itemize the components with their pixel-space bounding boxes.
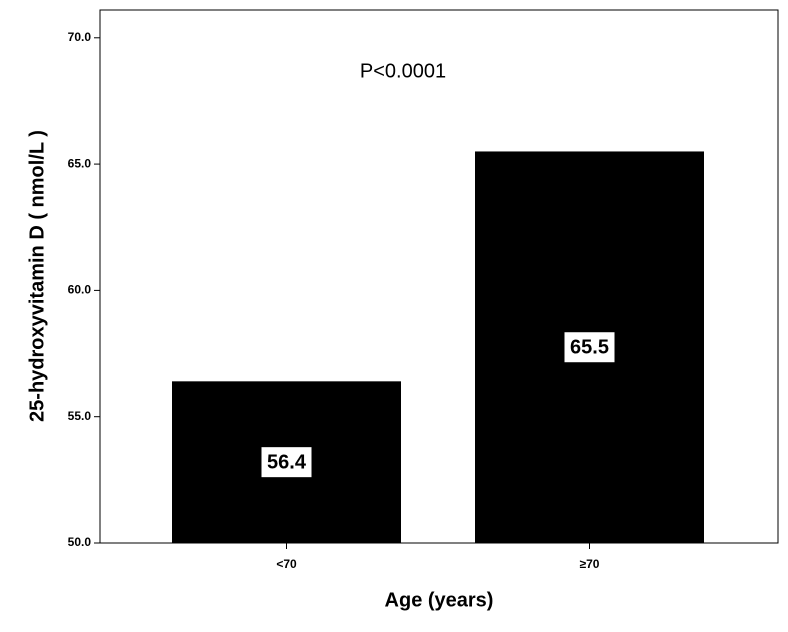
x-tick-label: ≥70 [580, 557, 600, 571]
value-label-box [564, 332, 615, 363]
x-tick-label: <70 [276, 557, 297, 571]
value-label: 56.4 [267, 451, 307, 473]
y-tick-label: 60.0 [68, 283, 92, 297]
y-axis-title: 25-hydroxyvitamin D ( nmol/L ) [26, 130, 48, 422]
value-label: 65.5 [570, 337, 609, 359]
y-tick-label: 65.0 [68, 156, 92, 170]
y-tick-label: 70.0 [68, 30, 92, 44]
y-tick-label: 50.0 [68, 535, 92, 549]
value-label-box [261, 447, 312, 478]
y-tick-label: 55.0 [68, 409, 92, 423]
plot-frame [99, 9, 779, 544]
x-axis-title: Age (years) [385, 589, 494, 611]
annotation: P<0.0001 [360, 60, 446, 82]
